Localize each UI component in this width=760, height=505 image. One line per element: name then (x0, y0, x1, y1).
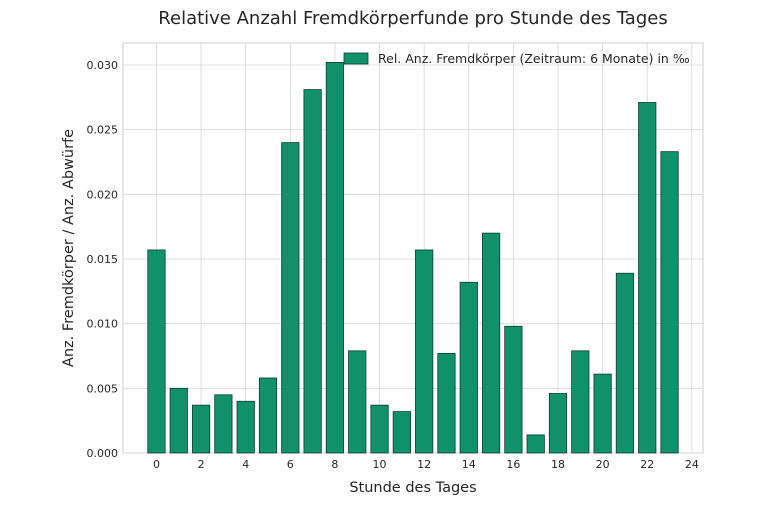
y-tick-label: 0.025 (87, 124, 119, 137)
bar-hour-3 (214, 394, 233, 454)
bar-hour-12 (415, 249, 434, 454)
bar-hour-6 (281, 142, 300, 454)
y-tick-label: 0.030 (87, 59, 119, 72)
bar-hour-18 (548, 393, 568, 454)
bar-hour-17 (526, 434, 545, 454)
y-axis-label: Anz. Fremdkörper / Anz. Abwürfe (61, 129, 77, 367)
bar-hour-1 (169, 387, 188, 454)
chart-title: Relative Anzahl Fremdkörperfunde pro Stu… (158, 8, 667, 29)
x-tick-label: 14 (462, 458, 476, 471)
x-tick-label: 24 (685, 458, 699, 471)
bar-hour-9 (348, 350, 367, 454)
legend-label: Rel. Anz. Fremdkörper (Zeitraum: 6 Monat… (378, 51, 690, 66)
bar-hour-13 (437, 353, 456, 454)
bar-hour-7 (303, 89, 322, 454)
bar-hour-21 (615, 272, 635, 454)
bar-hour-20 (593, 373, 612, 454)
x-tick-label: 6 (287, 458, 294, 471)
x-axis-ticks: 0 2 4 6 8 10 12 14 16 18 20 22 24 (153, 458, 699, 471)
bar-hour-4 (236, 400, 255, 454)
x-tick-label: 10 (373, 458, 387, 471)
bar-hour-15 (481, 232, 501, 454)
x-axis-label: Stunde des Tages (349, 480, 476, 496)
legend: Rel. Anz. Fremdkörper (Zeitraum: 6 Monat… (343, 51, 690, 66)
bar-hour-10 (370, 404, 389, 454)
x-tick-label: 2 (198, 458, 205, 471)
y-tick-label: 0.015 (87, 253, 119, 266)
legend-swatch (343, 52, 369, 65)
bar-hour-23 (660, 151, 679, 454)
x-tick-label: 20 (596, 458, 610, 471)
bar-hour-19 (571, 350, 590, 454)
x-tick-label: 0 (153, 458, 160, 471)
bar-hour-2 (191, 404, 211, 454)
x-tick-label: 12 (417, 458, 431, 471)
bar-hour-0 (147, 249, 166, 454)
x-tick-label: 4 (242, 458, 249, 471)
bars (147, 62, 679, 454)
x-tick-label: 8 (331, 458, 338, 471)
x-tick-label: 18 (551, 458, 565, 471)
bar-hour-14 (459, 281, 478, 454)
bar-hour-16 (504, 325, 523, 454)
bar-hour-5 (258, 377, 278, 454)
y-axis-ticks: 0.000 0.005 0.010 0.015 0.020 0.025 0.030 (87, 59, 119, 460)
y-tick-label: 0.005 (87, 382, 119, 395)
x-tick-label: 16 (506, 458, 520, 471)
bar-hour-22 (638, 102, 657, 454)
bar-hour-11 (392, 411, 411, 454)
y-tick-label: 0.000 (87, 447, 119, 460)
y-tick-label: 0.010 (87, 318, 119, 331)
x-tick-label: 22 (640, 458, 654, 471)
y-tick-label: 0.020 (87, 188, 119, 201)
bar-hour-8 (325, 62, 345, 454)
